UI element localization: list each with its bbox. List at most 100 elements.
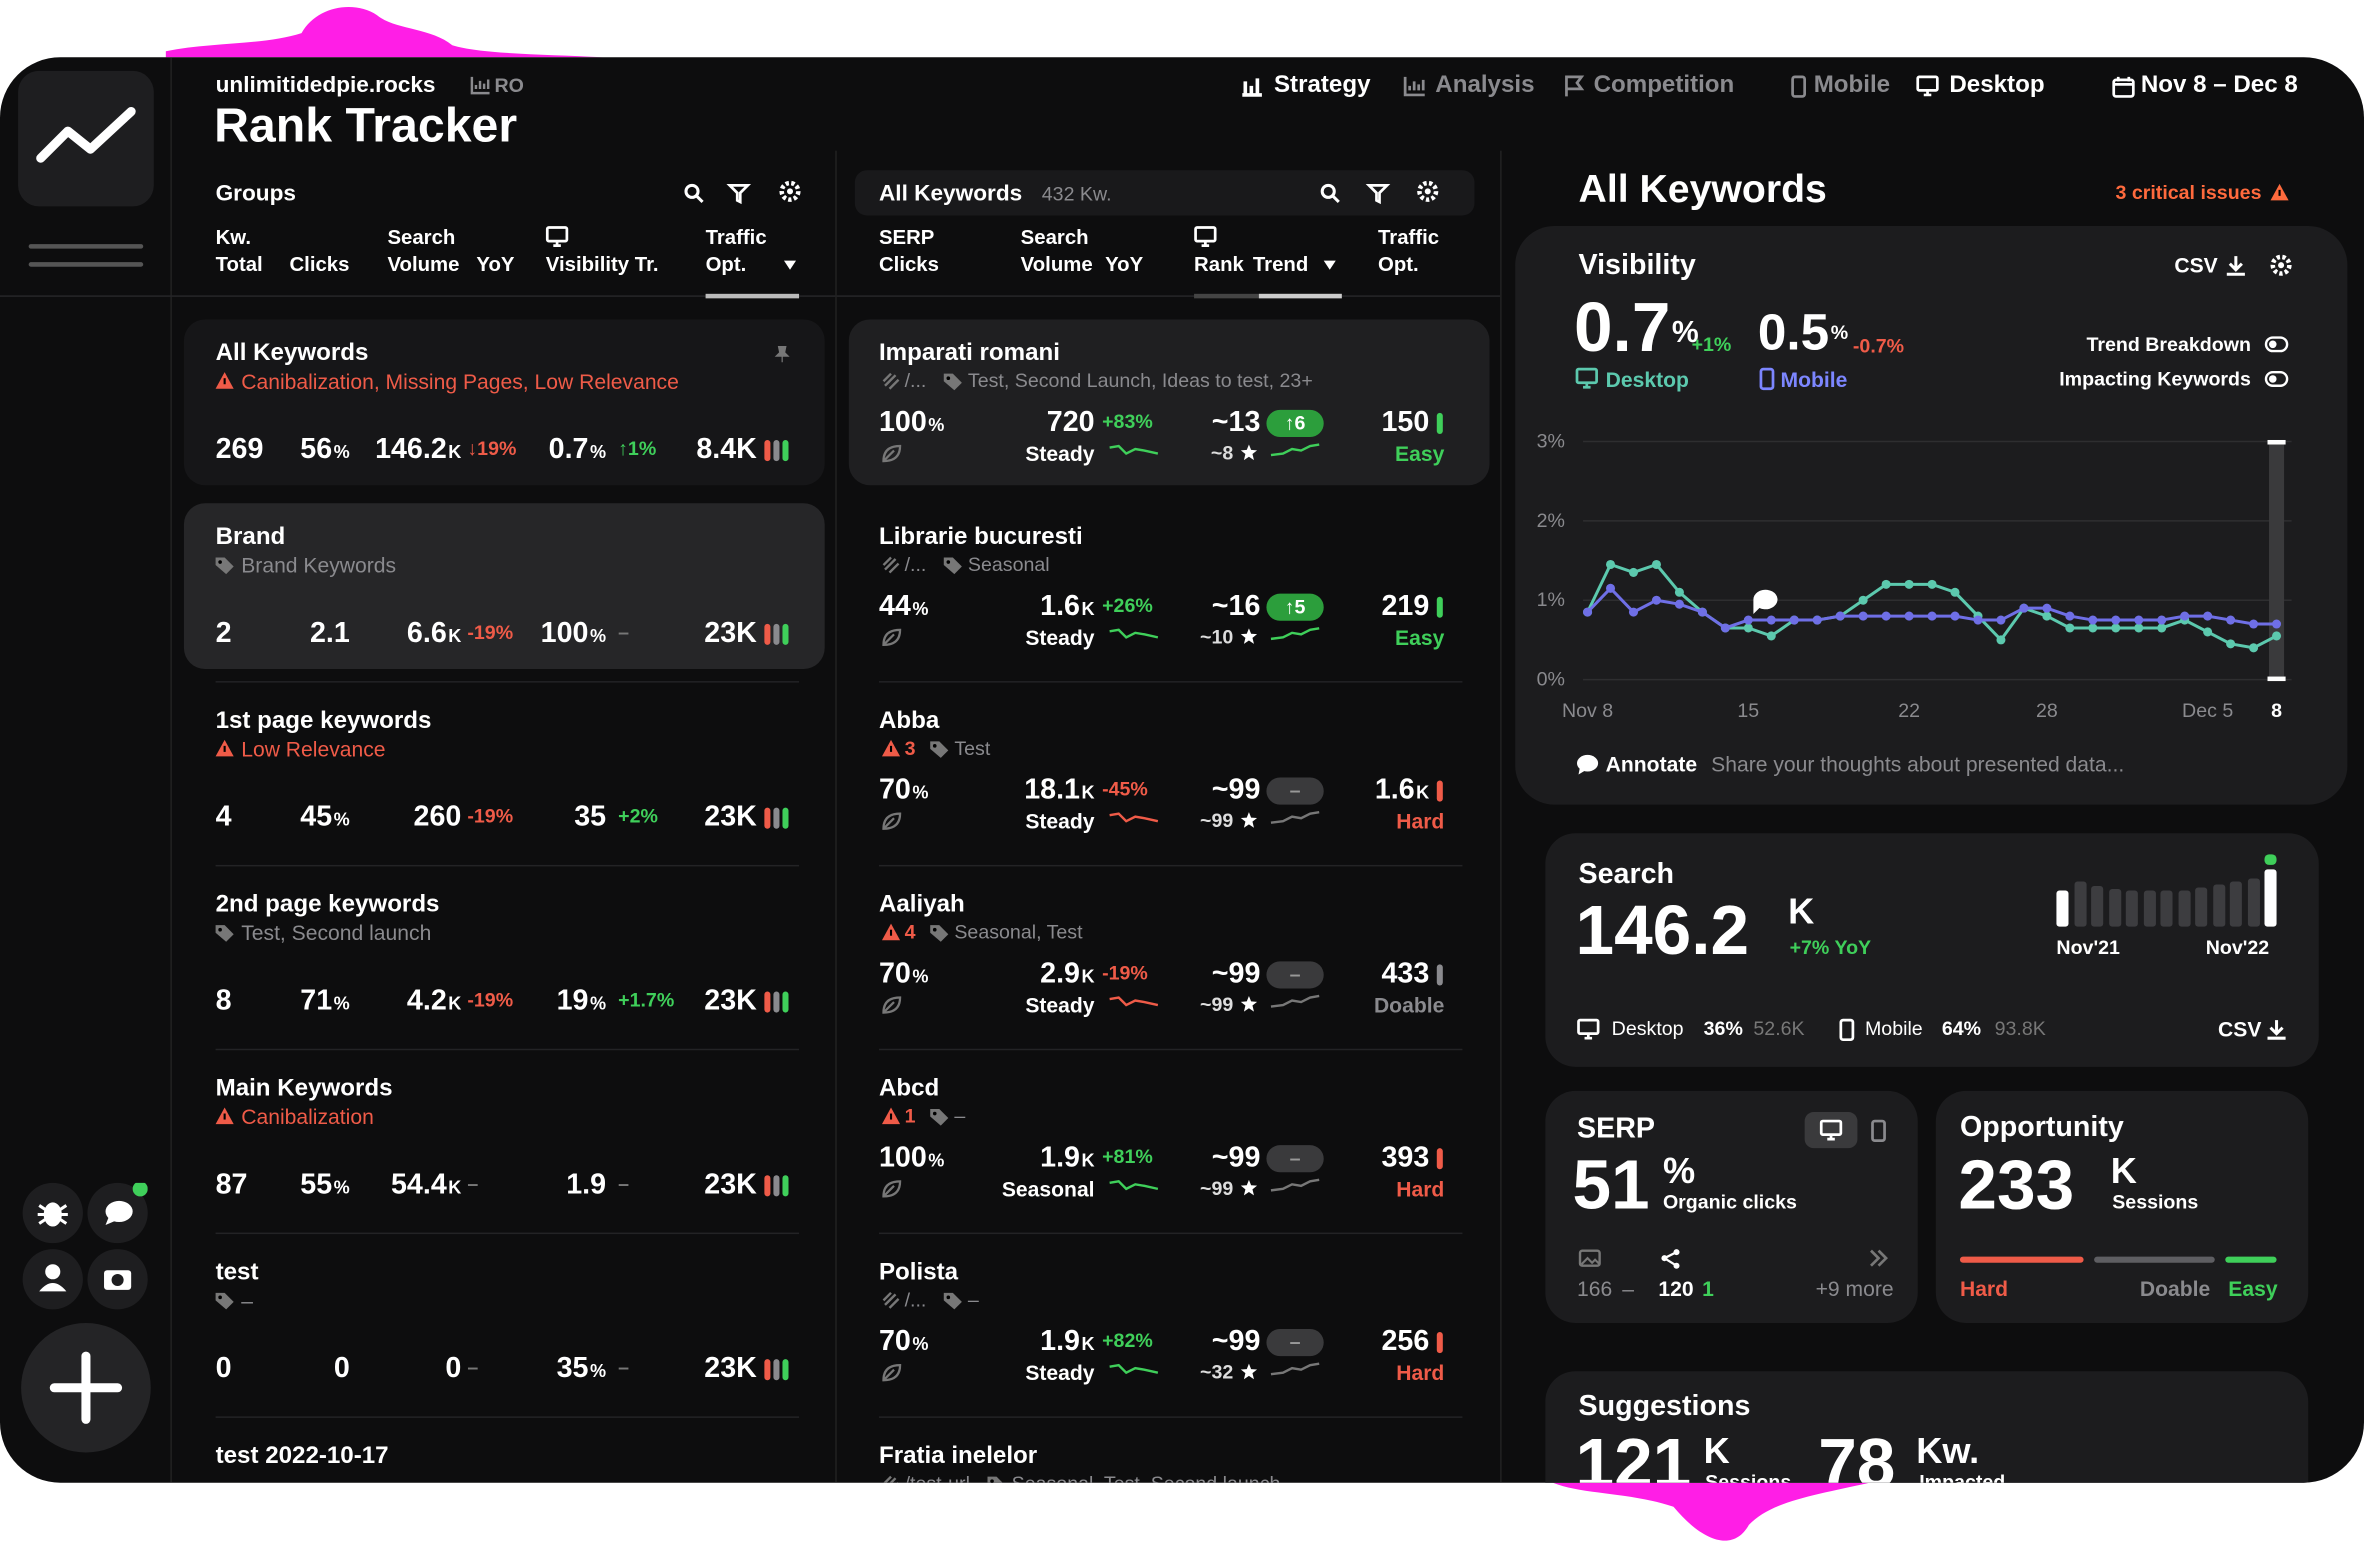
filter-button[interactable] [1365, 183, 1391, 204]
sparkline [1270, 1178, 1320, 1192]
nav-icon[interactable] [1565, 74, 1585, 96]
visibility: 100% [541, 617, 606, 653]
logo[interactable] [18, 70, 154, 207]
search-volume-value: 4.2 [406, 984, 447, 1017]
device-icon[interactable] [1791, 74, 1811, 98]
device-icon[interactable] [1916, 74, 1939, 96]
column-header[interactable]: Opt. [705, 252, 747, 276]
keyword-name[interactable]: Imparati romani [878, 341, 1060, 367]
add-button[interactable] [21, 1322, 151, 1453]
visibility-value: 19 [556, 984, 589, 1017]
search-volume: 0 [445, 1352, 461, 1388]
device-tab[interactable]: Desktop [1949, 72, 2045, 99]
column-header[interactable]: Opt. [1377, 252, 1419, 276]
calendar-icon[interactable] [2112, 76, 2135, 98]
keyword-name[interactable]: Abba [878, 708, 940, 735]
desktop-icon[interactable] [1819, 1118, 1843, 1140]
toggle-label[interactable]: Impacting Keywords [2059, 367, 2251, 391]
menu[interactable] [28, 244, 144, 249]
column-header[interactable]: Traffic [1377, 225, 1440, 249]
device-toggle[interactable] [1804, 1112, 1858, 1149]
keyword-row-selected[interactable] [848, 319, 1490, 486]
annotate-icon[interactable] [1577, 754, 1599, 774]
trend-bar [2229, 881, 2242, 927]
group-name[interactable]: 1st page keywords [215, 708, 432, 735]
column-header[interactable]: Visibility Tr. [545, 252, 659, 276]
search-volume-unit: K [1081, 597, 1095, 619]
traffic-bar [764, 1359, 771, 1381]
difficulty: Hard [1396, 808, 1445, 833]
download-icon[interactable] [2267, 1019, 2288, 1039]
group-name[interactable]: All Keywords [215, 341, 369, 367]
column-header[interactable]: Volume [387, 252, 460, 276]
group-name[interactable]: Main Keywords [215, 1076, 393, 1103]
row-separator [215, 1048, 800, 1051]
search-button[interactable] [684, 183, 704, 203]
download-icon[interactable] [2226, 255, 2247, 275]
column-header[interactable]: Kw. [215, 225, 252, 249]
toggle-label[interactable]: Trend Breakdown [2086, 333, 2251, 356]
clicks: 0 [334, 1352, 350, 1388]
group-name[interactable]: test [215, 1260, 259, 1286]
column-header[interactable]: Search [1020, 225, 1089, 249]
toggle[interactable] [2264, 370, 2289, 390]
row-separator [878, 1048, 1463, 1051]
nav-icon[interactable] [1242, 76, 1262, 96]
column-header[interactable]: Volume [1020, 252, 1093, 276]
column-header[interactable]: Clicks [878, 252, 939, 276]
user-button[interactable] [22, 1249, 83, 1310]
nav-tab[interactable]: Strategy [1273, 72, 1371, 99]
column-header[interactable]: Total [215, 252, 263, 276]
pin-button[interactable] [774, 345, 791, 362]
mobile-icon[interactable] [1871, 1118, 1891, 1142]
keyword-name[interactable]: Aaliyah [878, 892, 965, 919]
group-issues: Canibalization, Missing Pages, Low Relev… [241, 368, 679, 393]
visibility-chart: 0% 1% 2% 3% Nov 8 15 22 28 Dec 5 8 [1537, 431, 2292, 722]
group-row[interactable] [183, 319, 825, 486]
nav-icon[interactable] [1403, 76, 1425, 96]
visibility-value: 100 [540, 617, 589, 649]
search-button[interactable] [1320, 183, 1341, 203]
camera-button[interactable] [87, 1249, 148, 1310]
device-tab[interactable]: Mobile [1813, 72, 1891, 99]
column-header[interactable]: Rank [1194, 252, 1244, 276]
column-header[interactable]: Clicks [289, 252, 350, 276]
more-features[interactable]: +9 more [1815, 1275, 1894, 1300]
group-name[interactable]: Brand [215, 524, 286, 551]
column-header[interactable]: Traffic [705, 225, 767, 249]
group-name[interactable]: test 2022-10-17 [215, 1444, 389, 1470]
series-point [1743, 623, 1753, 633]
csv-button[interactable]: CSV [2174, 252, 2218, 277]
keyword-name[interactable]: Librarie bucuresti [878, 524, 1083, 551]
device-value: 93.8K [1994, 1017, 2046, 1040]
annotate-input[interactable]: Share your thoughts about presented data… [1711, 751, 2125, 776]
group-name[interactable]: 2nd page keywords [215, 892, 440, 919]
column-header[interactable]: Trend [1252, 252, 1309, 276]
yoy: +81% [1102, 1145, 1153, 1169]
settings-button[interactable] [2270, 253, 2292, 275]
date-range[interactable]: Nov 8 – Dec 8 [2140, 72, 2298, 99]
column-header[interactable]: YoY [476, 252, 515, 276]
nav-tab[interactable]: Competition [1593, 72, 1735, 99]
keyword-name[interactable]: Abcd [878, 1076, 940, 1103]
column-header[interactable]: YoY [1105, 252, 1144, 276]
clicks: 55% [300, 1169, 349, 1205]
tag-icon [943, 556, 962, 574]
annotate-button[interactable]: Annotate [1605, 751, 1698, 776]
settings-button[interactable] [1417, 180, 1439, 202]
menu[interactable] [28, 262, 144, 267]
filter-button[interactable] [726, 183, 752, 204]
nav-tab[interactable]: Analysis [1435, 72, 1535, 99]
bug-button[interactable] [22, 1182, 83, 1244]
column-header[interactable]: SERP [878, 225, 935, 249]
settings-button[interactable] [779, 180, 801, 202]
column-header[interactable]: Search [387, 225, 456, 249]
critical-issues[interactable]: 3 critical issues [2115, 181, 2262, 204]
more-icon[interactable] [1869, 1248, 1889, 1268]
csv-button[interactable]: CSV [2218, 1016, 2262, 1041]
toggle[interactable] [2264, 335, 2289, 355]
chat-button[interactable] [87, 1181, 148, 1244]
keyword-name[interactable]: Polista [878, 1260, 959, 1286]
group-row-selected[interactable] [183, 503, 825, 670]
keyword-name[interactable]: Fratia inelelor [878, 1444, 1038, 1470]
